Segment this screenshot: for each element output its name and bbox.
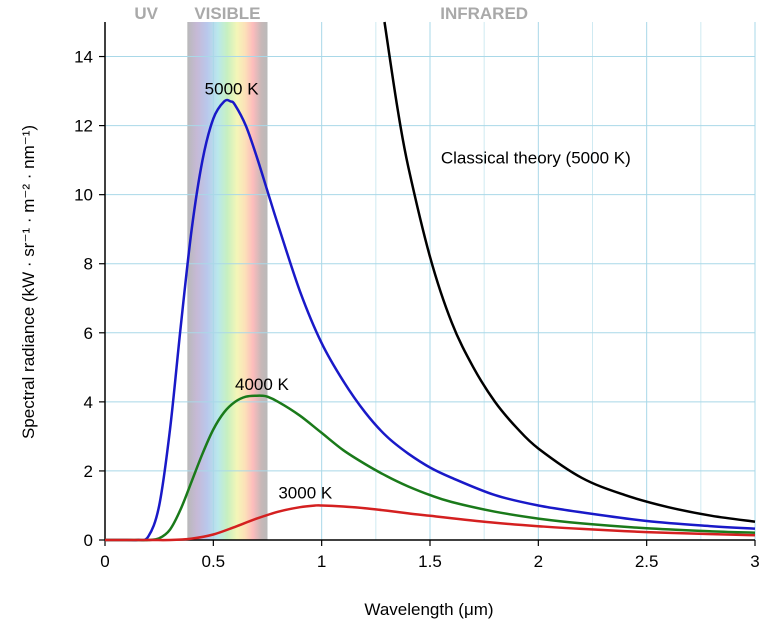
curve-annotations: 5000 K 4000 K 3000 K Classical theory (5000…	[205, 80, 631, 503]
tick-labels: 0 0.5 1 1.5 2 2.5 3 0 2 4 6 8 10 12 14	[74, 48, 760, 571]
region-label-visible: VISIBLE	[194, 4, 260, 23]
axes	[99, 22, 756, 546]
y-tick-label: 8	[84, 255, 93, 274]
x-tick-label: 3	[750, 552, 759, 571]
series-line-classical-theory-5000-k	[383, 21, 756, 523]
y-axis-title: Spectral radiance (kW · sr⁻¹ · m⁻² · nm⁻…	[19, 125, 38, 439]
x-tick-label: 0	[100, 552, 109, 571]
y-tick-label: 12	[74, 117, 93, 136]
series-line-3000-k	[105, 504, 756, 542]
x-tick-label: 1.5	[418, 552, 442, 571]
y-tick-label: 0	[84, 531, 93, 550]
region-label-infrared: INFRARED	[440, 4, 528, 23]
y-tick-label: 4	[84, 393, 93, 412]
series-layer	[105, 21, 756, 542]
curve-label: 3000 K	[278, 484, 333, 503]
x-axis-title: Wavelength (μm)	[364, 600, 493, 619]
y-tick-label: 14	[74, 48, 93, 67]
x-tick-label: 2	[534, 552, 543, 571]
y-tick-label: 2	[84, 462, 93, 481]
curve-label: 4000 K	[235, 375, 290, 394]
region-label-uv: UV	[134, 4, 158, 23]
x-tick-label: 2.5	[635, 552, 659, 571]
curve-label: Classical theory (5000 K)	[441, 149, 631, 168]
series-line-4000-k	[105, 394, 756, 542]
region-labels: UV VISIBLE INFRARED	[134, 4, 528, 23]
x-tick-label: 0.5	[202, 552, 226, 571]
grid-lines	[105, 22, 756, 540]
series-line-5000-k	[105, 98, 756, 542]
curve-label: 5000 K	[205, 80, 260, 99]
x-tick-label: 1	[317, 552, 326, 571]
y-tick-label: 6	[84, 324, 93, 343]
visible-spectrum-band	[187, 22, 268, 540]
y-tick-label: 10	[74, 186, 93, 205]
